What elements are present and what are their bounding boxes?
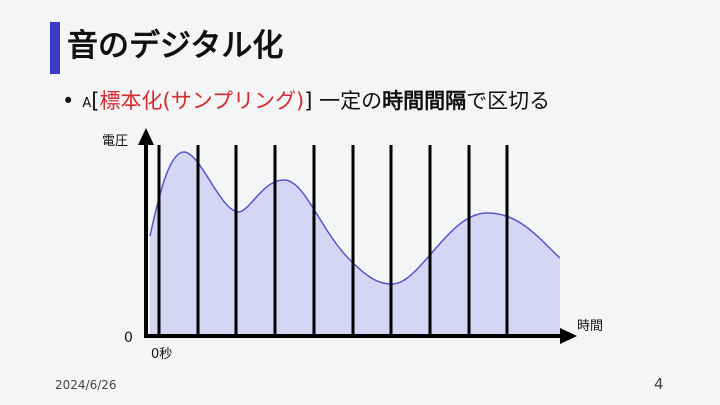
sample-lines — [157, 145, 509, 336]
bullet-marker: • — [62, 89, 75, 113]
y-axis-arrow — [138, 128, 154, 145]
waveform-area — [150, 152, 560, 335]
x-axis-label: 時間 — [577, 319, 603, 334]
bullet-prefix: A — [82, 96, 92, 111]
close-bracket: ] — [304, 89, 313, 113]
bullet-text-before: 一定の — [312, 89, 383, 113]
x-axis-arrow — [560, 328, 577, 344]
page-number: 4 — [654, 375, 664, 393]
y-axis-label: 電圧 — [102, 134, 128, 149]
bullet-point: • A[標本化(サンプリング)] 一定の時間間隔で区切る — [62, 86, 550, 116]
x-origin-label: 0秒 — [151, 347, 172, 362]
slide-title: 音のデジタル化 — [67, 28, 284, 64]
time-interval-term: 時間間隔 — [382, 89, 467, 113]
title-accent-bar — [50, 22, 60, 74]
slide-date: 2024/6/26 — [55, 378, 117, 392]
sampling-term: 標本化(サンプリング) — [99, 89, 305, 113]
bullet-text-after: で区切る — [466, 89, 551, 113]
open-bracket: [ — [91, 89, 100, 113]
y-origin-label: 0 — [124, 330, 133, 346]
